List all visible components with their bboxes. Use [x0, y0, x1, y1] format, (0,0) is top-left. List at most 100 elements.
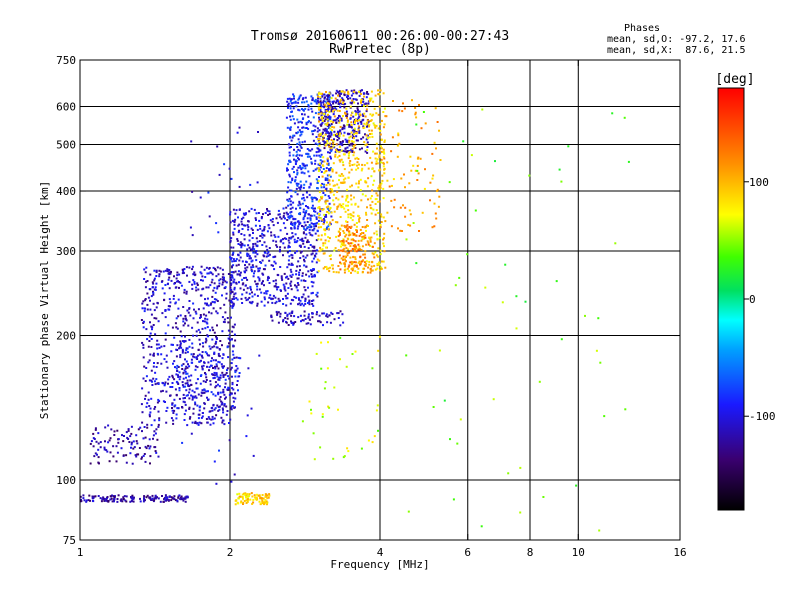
- echo-point: [330, 150, 333, 153]
- echo-point: [210, 281, 213, 284]
- echo-point: [355, 139, 358, 142]
- echo-point: [370, 269, 373, 272]
- echo-point: [337, 239, 340, 242]
- echo-point: [287, 102, 290, 105]
- echo-point: [191, 190, 194, 193]
- echo-point: [357, 102, 359, 105]
- echo-point: [208, 354, 211, 357]
- echo-point: [374, 203, 377, 205]
- echo-point: [261, 236, 264, 239]
- echo-point: [228, 342, 230, 345]
- echo-point: [89, 462, 92, 465]
- echo-point: [323, 120, 326, 123]
- echo-point: [306, 164, 308, 167]
- echo-point: [143, 365, 146, 368]
- echo-point: [364, 115, 367, 118]
- echo-point: [341, 102, 344, 105]
- echo-point: [318, 108, 320, 111]
- echo-point: [363, 112, 366, 115]
- echo-point: [218, 378, 221, 381]
- echo-point: [380, 161, 383, 164]
- echo-point: [248, 292, 251, 295]
- echo-point: [346, 113, 349, 116]
- echo-point: [303, 172, 306, 175]
- echo-point: [328, 209, 330, 212]
- echo-point: [599, 361, 602, 364]
- echo-point: [201, 288, 204, 291]
- echo-point: [153, 407, 156, 410]
- echo-point: [170, 499, 173, 502]
- echo-point: [603, 415, 606, 418]
- echo-point: [214, 386, 217, 389]
- echo-point: [297, 138, 300, 141]
- echo-point: [288, 255, 291, 258]
- echo-point: [216, 266, 219, 269]
- echo-point: [230, 237, 233, 240]
- echo-point: [287, 246, 290, 249]
- echo-point: [326, 174, 329, 177]
- echo-point: [141, 456, 143, 459]
- echo-point: [297, 148, 300, 151]
- echo-point: [211, 373, 214, 376]
- echo-point: [304, 167, 307, 170]
- echo-point: [296, 169, 299, 172]
- echo-point: [344, 235, 347, 238]
- echo-point: [333, 203, 336, 206]
- echo-point: [353, 250, 356, 253]
- echo-point: [221, 419, 224, 422]
- echo-point: [149, 299, 151, 302]
- echo-point: [376, 255, 379, 258]
- echo-point: [357, 186, 360, 189]
- echo-point: [228, 334, 231, 337]
- echo-point: [304, 289, 307, 291]
- echo-point: [318, 118, 321, 121]
- echo-point: [405, 238, 408, 241]
- echo-point: [160, 390, 163, 393]
- echo-point: [157, 423, 160, 426]
- echo-point: [318, 91, 321, 94]
- echo-point: [150, 397, 153, 400]
- echo-point: [263, 284, 265, 287]
- echo-point: [354, 258, 357, 261]
- echo-point: [369, 197, 372, 200]
- echo-point: [209, 380, 212, 383]
- echo-point: [242, 224, 245, 227]
- echo-point: [352, 211, 355, 214]
- echo-point: [306, 206, 309, 208]
- echo-point: [182, 363, 185, 366]
- echo-point: [97, 495, 100, 497]
- echo-point: [328, 116, 331, 119]
- echo-point: [206, 365, 208, 368]
- echo-point: [337, 265, 340, 267]
- echo-point: [244, 284, 247, 287]
- echo-point: [266, 290, 269, 293]
- echo-point: [211, 418, 214, 421]
- echo-point: [343, 91, 346, 94]
- echo-point: [209, 347, 212, 350]
- echo-point: [342, 248, 345, 251]
- echo-point: [233, 288, 236, 291]
- echo-point: [311, 260, 314, 263]
- chart-title: Tromsø 20160611 00:26:00-00:27:43: [251, 29, 509, 44]
- echo-point: [312, 281, 315, 284]
- y-tick-label: 750: [56, 54, 76, 67]
- echo-point: [348, 136, 351, 139]
- echo-point: [286, 313, 289, 316]
- echo-point: [309, 323, 312, 326]
- echo-point: [173, 398, 176, 401]
- echo-point: [329, 258, 332, 261]
- echo-point: [312, 268, 315, 271]
- echo-point: [181, 348, 184, 351]
- echo-point: [317, 234, 320, 237]
- echo-point: [143, 268, 146, 271]
- echo-point: [153, 430, 156, 433]
- echo-point: [320, 186, 323, 189]
- echo-point: [342, 153, 345, 156]
- echo-point: [232, 281, 235, 284]
- echo-point: [326, 143, 329, 146]
- echo-point: [294, 218, 297, 221]
- echo-point: [237, 216, 239, 219]
- echo-point: [376, 147, 378, 150]
- echo-point: [377, 93, 380, 96]
- echo-point: [307, 315, 310, 318]
